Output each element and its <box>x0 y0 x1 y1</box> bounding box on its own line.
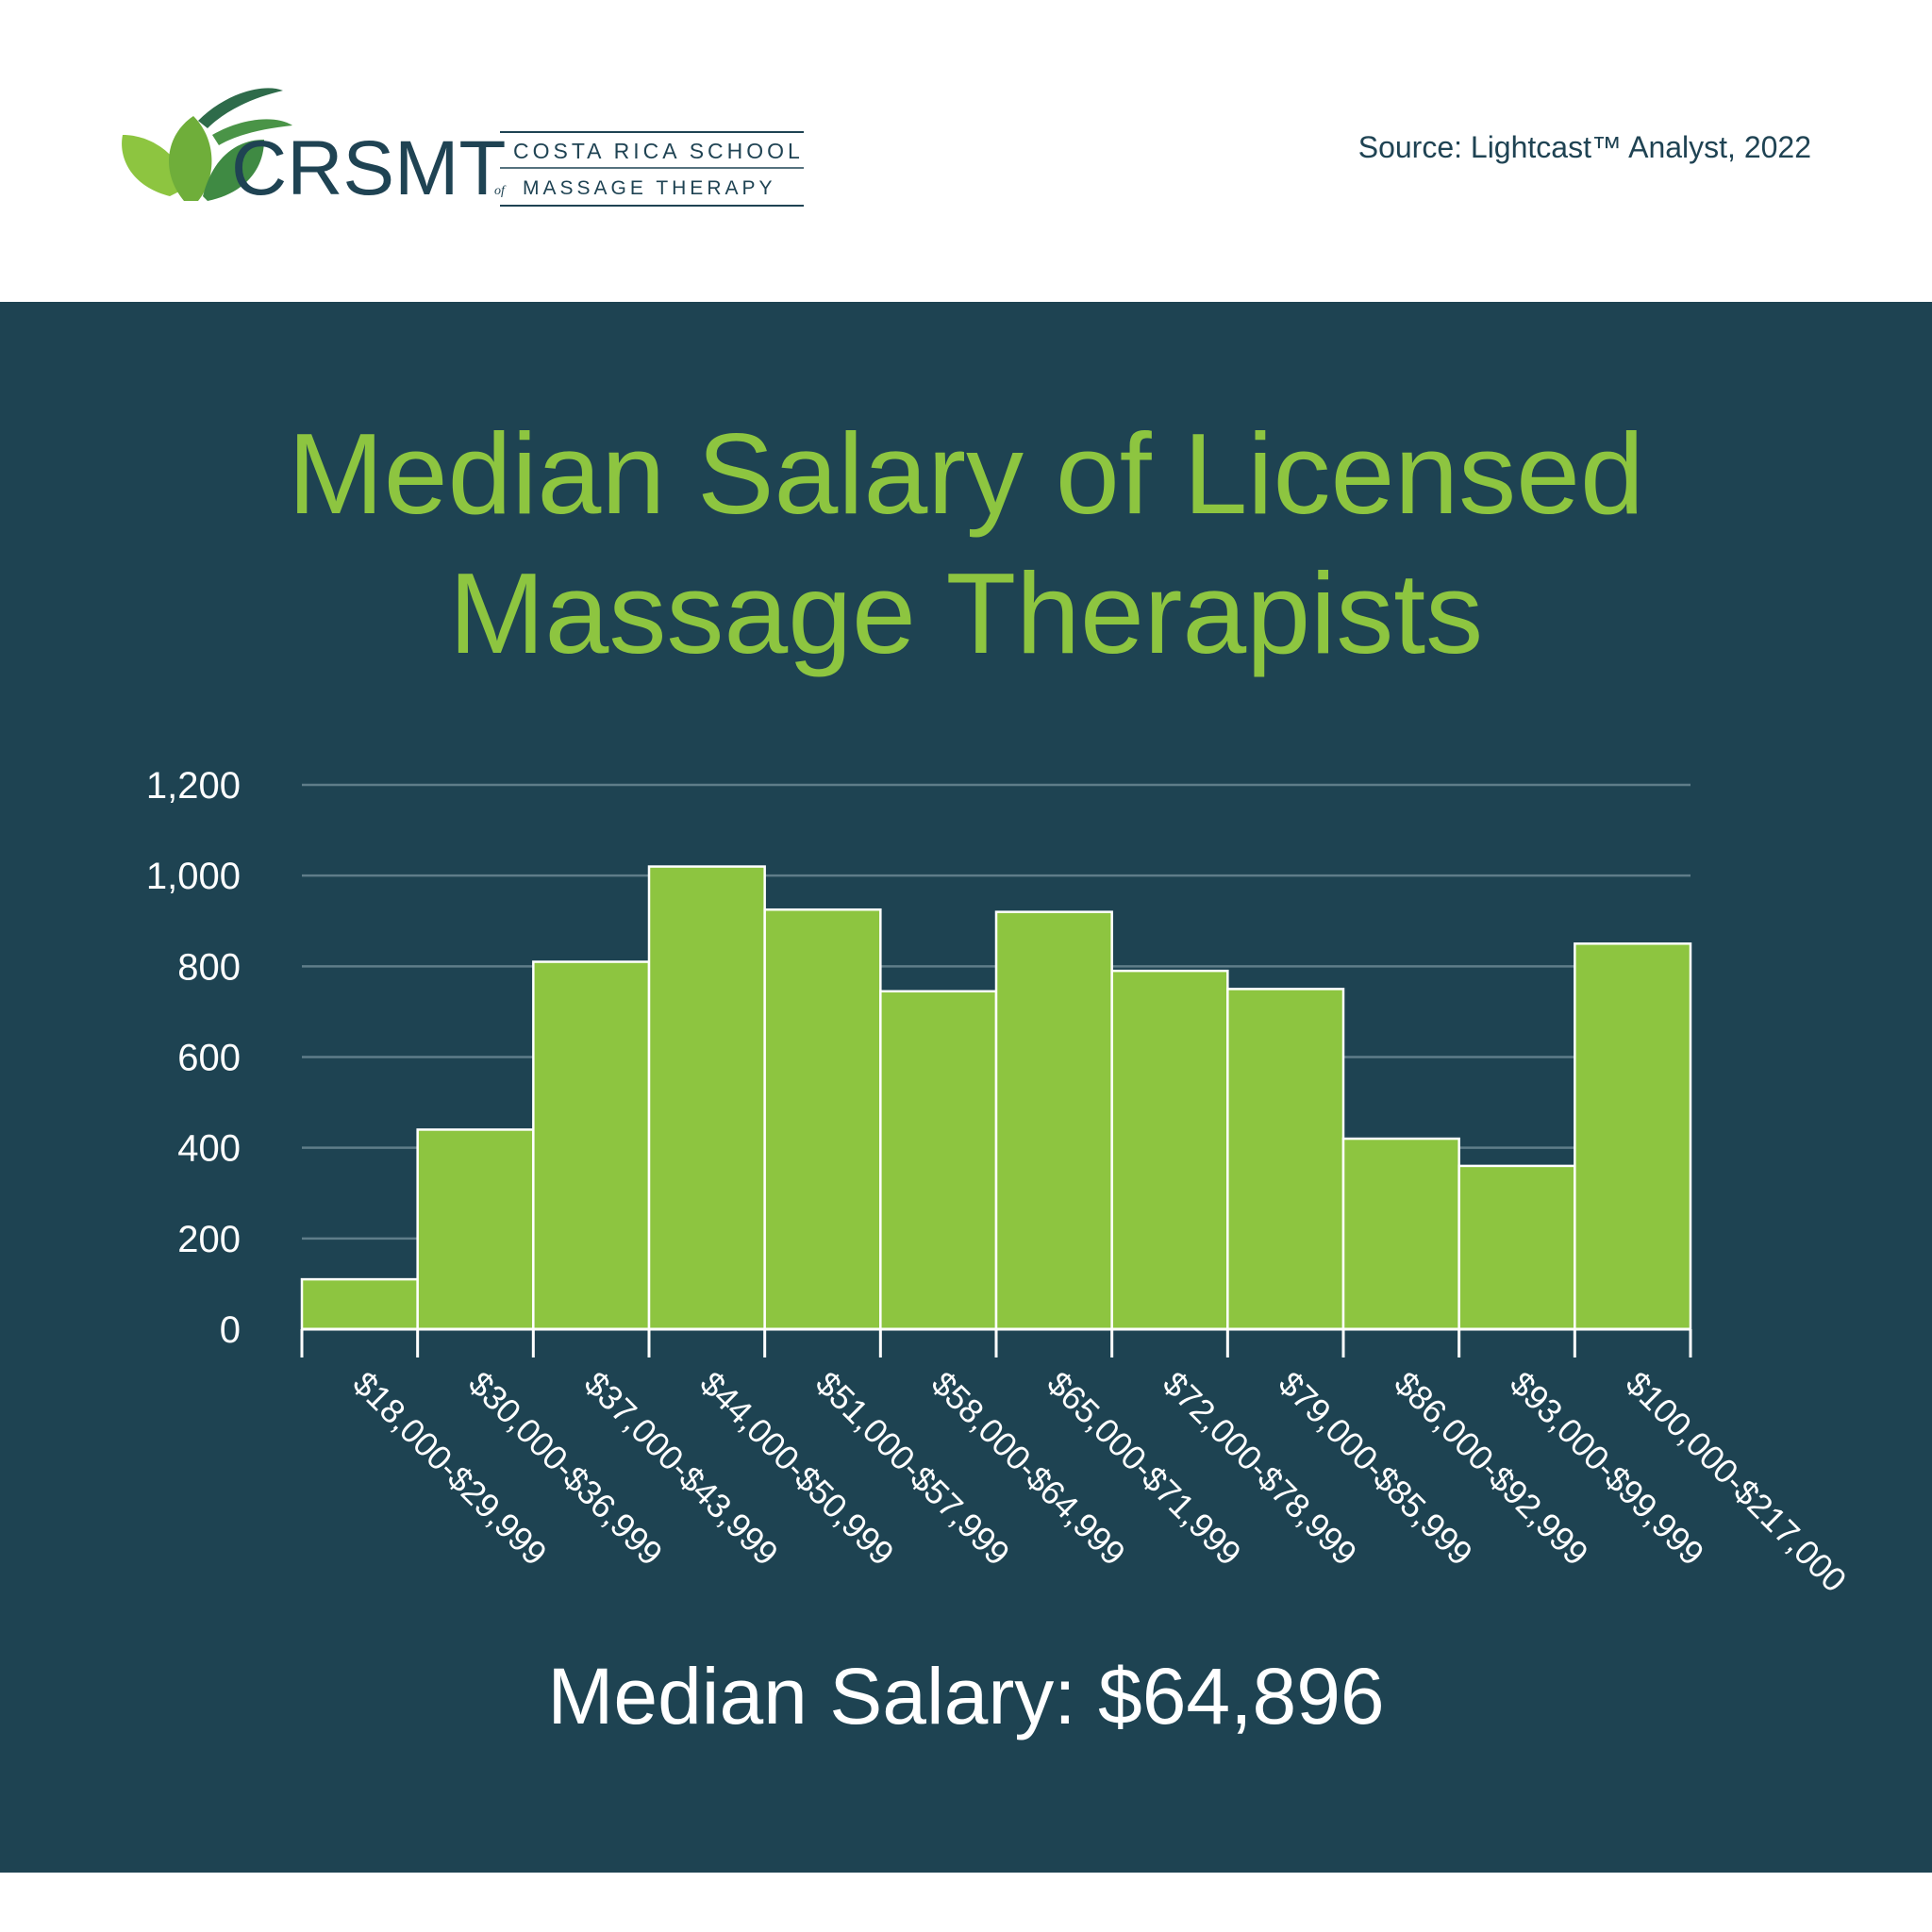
histogram-chart: 0 200 400 600 800 1,000 1,200 $18,000-$29,999$3… <box>146 765 1855 1600</box>
bar <box>1226 988 1345 1331</box>
x-tick-label: $86,000-$92,999 <box>1387 1364 1596 1574</box>
bar <box>300 1277 419 1331</box>
x-tick-label: $72,000-$78,999 <box>1156 1364 1365 1574</box>
bar <box>647 865 766 1331</box>
x-tick-label: $44,000-$50,999 <box>692 1364 902 1574</box>
x-tick-label: $18,000-$29,999 <box>345 1364 555 1574</box>
y-tick-label: 0 <box>220 1309 241 1351</box>
title-line-2: Massage Therapists <box>448 549 1484 677</box>
chart-panel: Median Salary of Licensed Massage Therap… <box>0 302 1932 1873</box>
y-tick-label: 800 <box>177 946 241 988</box>
bar <box>416 1128 535 1331</box>
x-tick-label: $30,000-$36,999 <box>461 1364 671 1574</box>
title-line-1: Median Salary of Licensed <box>288 409 1644 538</box>
y-tick-label: 200 <box>177 1219 241 1260</box>
x-tick-label: $37,000-$43,999 <box>577 1364 787 1574</box>
x-tick-label: $93,000-$99,999 <box>1503 1364 1712 1574</box>
x-tick-label: $58,000-$64,999 <box>924 1364 1134 1574</box>
y-tick-label: 1,200 <box>146 765 241 807</box>
header: CRSMT COSTA RICA SCHOOL of MASSAGE THERA… <box>0 0 1932 302</box>
x-tick-label: $79,000-$85,999 <box>1272 1364 1481 1574</box>
x-tick-label: $65,000-$71,999 <box>1040 1364 1249 1574</box>
x-tick-label: $100,000-$217,000 <box>1619 1364 1855 1600</box>
source-text: Source: Lightcast™ Analyst, 2022 <box>1357 130 1811 164</box>
logo-line2: MASSAGE THERAPY <box>523 177 776 199</box>
logo-line1: COSTA RICA SCHOOL <box>513 139 804 163</box>
median-salary-label: Median Salary: $64,896 <box>547 1652 1385 1740</box>
y-tick-label: 600 <box>177 1038 241 1079</box>
bar <box>532 960 651 1331</box>
logo-of: of <box>494 184 507 198</box>
bar <box>1110 969 1229 1331</box>
bar <box>763 908 882 1331</box>
y-tick-label: 400 <box>177 1128 241 1170</box>
bar <box>1341 1137 1460 1331</box>
bar <box>879 990 998 1331</box>
chart-title: Median Salary of Licensed Massage Therap… <box>0 404 1932 683</box>
bar <box>1574 942 1692 1331</box>
logo-wordmark: CRSMT <box>231 125 507 211</box>
crsmt-logo: CRSMT COSTA RICA SCHOOL of MASSAGE THERA… <box>122 88 804 211</box>
x-tick-label: $51,000-$57,999 <box>808 1364 1018 1574</box>
y-tick-label: 1,000 <box>146 856 241 897</box>
bar <box>994 910 1113 1331</box>
palm-leaf-icon <box>122 88 292 201</box>
bar <box>1457 1164 1576 1331</box>
